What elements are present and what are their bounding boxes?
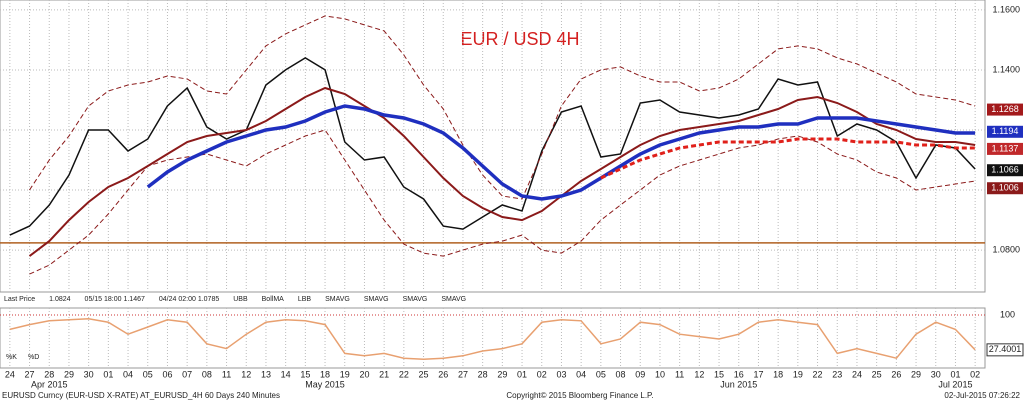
x-tick-label: 02 <box>970 369 980 379</box>
x-tick-label: 15 <box>714 369 724 379</box>
series-line <box>28 86 976 257</box>
x-tick-label: 27 <box>458 369 468 379</box>
oscillator-tick-label: 100 <box>1000 309 1015 319</box>
x-tick-label: 29 <box>64 369 74 379</box>
oscillator-legend: %D <box>28 354 39 361</box>
oscillator-tag <box>986 343 1024 357</box>
x-tick-label: 09 <box>635 369 645 379</box>
price-tag-label: 1.1066 <box>991 165 1019 175</box>
month-label: Jun 2015 <box>720 379 757 389</box>
legend-label: 05/15 18:00 1.1467 <box>85 296 145 303</box>
oscillator-panel <box>0 307 986 369</box>
footer-left: EURUSD Curncy (EUR-USD X-RATE) AT_EURUSD… <box>2 391 280 400</box>
month-label: Apr 2015 <box>31 379 68 389</box>
legend-label: LBB <box>298 296 312 303</box>
series-line <box>146 104 976 201</box>
oscillator-tag-label: 27.4001 <box>989 344 1022 354</box>
x-tick-label: 01 <box>950 369 960 379</box>
x-tick-label: 19 <box>793 369 803 379</box>
x-tick-label: 04 <box>576 369 586 379</box>
month-label: May 2015 <box>305 379 345 389</box>
chart-title: EUR / USD 4H <box>460 29 579 49</box>
x-tick-label: 26 <box>438 369 448 379</box>
x-tick-label: 29 <box>911 369 921 379</box>
x-tick-label: 18 <box>773 369 783 379</box>
x-tick-label: 25 <box>872 369 882 379</box>
x-tick-label: 01 <box>103 369 113 379</box>
price-tag <box>987 182 1023 195</box>
x-tick-label: 16 <box>734 369 744 379</box>
price-tag-label: 1.1006 <box>991 183 1019 193</box>
legend-label: UBB <box>233 296 248 303</box>
price-tag-label: 1.1268 <box>991 104 1019 114</box>
x-tick-label: 18 <box>320 369 330 379</box>
price-panel <box>0 0 986 293</box>
x-tick-label: 27 <box>25 369 35 379</box>
price-tag <box>987 103 1023 116</box>
x-tick-label: 30 <box>931 369 941 379</box>
series-line <box>29 129 976 275</box>
month-label: Jul 2015 <box>938 379 972 389</box>
x-tick-label: 23 <box>832 369 842 379</box>
oscillator-legend: %K <box>6 354 17 361</box>
price-tag <box>987 142 1023 155</box>
y-tick-label: 1.1400 <box>992 64 1020 74</box>
footer-right: 02-Jul-2015 07:26:22 <box>944 391 1020 400</box>
x-tick-label: 28 <box>44 369 54 379</box>
oscillator-line <box>9 318 976 360</box>
x-tick-label: 08 <box>616 369 626 379</box>
x-tick-label: 28 <box>478 369 488 379</box>
x-tick-label: 06 <box>162 369 172 379</box>
x-tick-label: 12 <box>694 369 704 379</box>
y-tick-label: 1.1600 <box>992 4 1020 14</box>
x-tick-label: 26 <box>891 369 901 379</box>
x-tick-label: 13 <box>261 369 271 379</box>
x-tick-label: 12 <box>241 369 251 379</box>
x-tick-label: 14 <box>281 369 291 379</box>
x-tick-label: 22 <box>399 369 409 379</box>
x-tick-label: 29 <box>497 369 507 379</box>
x-tick-label: 11 <box>222 369 231 379</box>
price-tag-label: 1.1194 <box>992 126 1019 136</box>
y-tick-label: 1.0800 <box>992 244 1020 254</box>
footer-center: Copyright© 2015 Bloomberg Finance L.P. <box>506 391 653 400</box>
x-tick-label: 11 <box>675 369 684 379</box>
x-tick-label: 22 <box>813 369 823 379</box>
x-tick-label: 17 <box>753 369 763 379</box>
series-line <box>600 137 976 180</box>
x-tick-label: 05 <box>143 369 153 379</box>
x-tick-label: 24 <box>5 369 15 379</box>
x-tick-label: 25 <box>419 369 429 379</box>
x-tick-label: 02 <box>537 369 547 379</box>
x-tick-label: 21 <box>379 369 389 379</box>
x-tick-label: 30 <box>84 369 94 379</box>
legend-label: SMAVG <box>441 296 466 303</box>
legend-label: SMAVG <box>364 296 389 303</box>
price-tag-label: 1.1137 <box>992 143 1019 153</box>
x-tick-label: 04 <box>123 369 133 379</box>
legend-label: SMAVG <box>403 296 428 303</box>
legend-label: BollMA <box>262 296 285 303</box>
series-line <box>29 15 976 200</box>
x-tick-label: 03 <box>556 369 566 379</box>
x-tick-label: 10 <box>655 369 665 379</box>
price-tag <box>987 164 1023 177</box>
x-tick-label: 19 <box>340 369 350 379</box>
x-tick-label: 07 <box>182 369 192 379</box>
price-tag <box>987 125 1023 138</box>
x-tick-label: 05 <box>596 369 606 379</box>
legend-label: 04/24 02:00 1.0785 <box>159 296 219 303</box>
legend-label: SMAVG <box>325 296 350 303</box>
x-tick-label: 20 <box>359 369 369 379</box>
legend-label: 1.0824 <box>49 296 71 303</box>
x-tick-label: 01 <box>517 369 527 379</box>
legend-label: Last Price <box>4 296 35 303</box>
x-tick-label: 24 <box>852 369 862 379</box>
x-tick-label: 15 <box>300 369 310 379</box>
x-tick-label: 08 <box>202 369 212 379</box>
series-line <box>9 57 976 236</box>
